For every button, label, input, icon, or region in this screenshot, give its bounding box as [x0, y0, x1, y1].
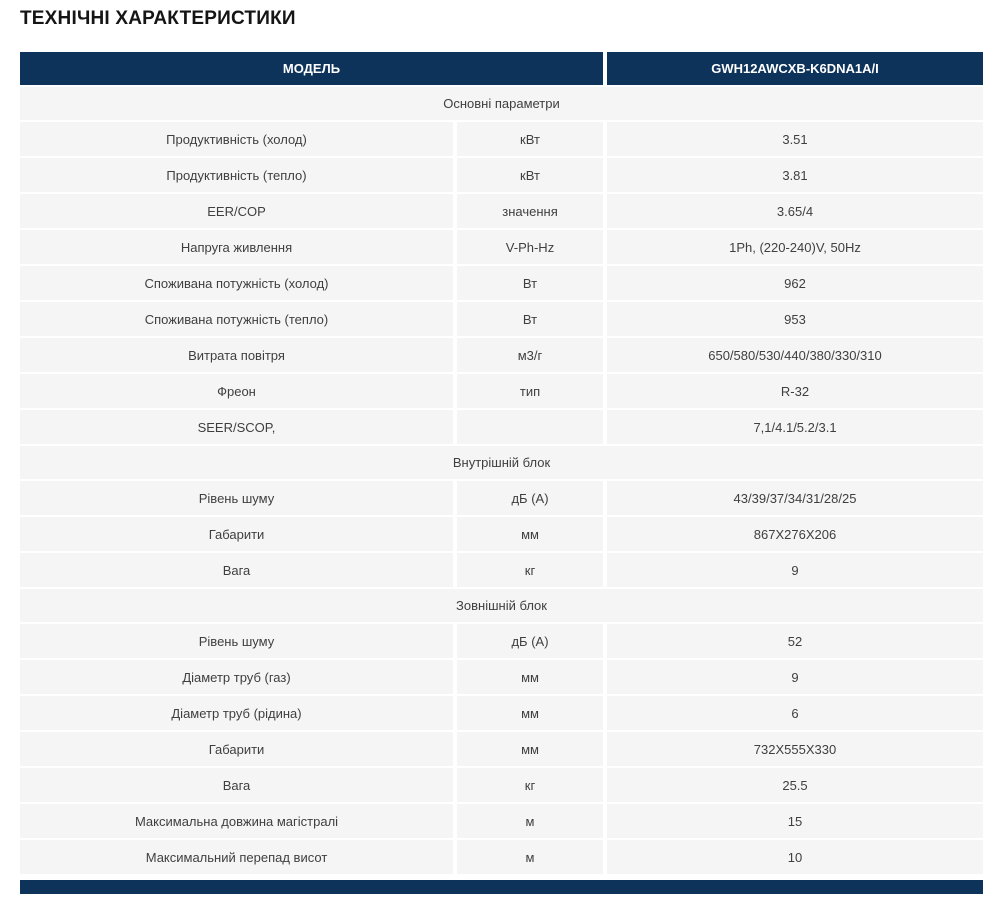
- spec-unit-cell: значення: [457, 194, 603, 228]
- spec-row: SEER/SCOP, 7,1/4.1/5.2/3.1: [20, 410, 983, 444]
- spec-label-cell: Рівень шуму: [20, 481, 453, 515]
- spec-unit-cell: мм: [457, 696, 603, 730]
- spec-unit-cell: тип: [457, 374, 603, 408]
- spec-page: ТЕХНІЧНІ ХАРАКТЕРИСТИКИ МОДЕЛЬ GWH12AWCX…: [20, 0, 983, 894]
- spec-value-cell: R-32: [607, 374, 983, 408]
- spec-label-cell: Габарити: [20, 732, 453, 766]
- section-title-row: Внутрішній блок: [20, 446, 983, 479]
- spec-row: Вага кг 25.5: [20, 768, 983, 802]
- spec-value-cell: 3.51: [607, 122, 983, 156]
- spec-unit-cell: кг: [457, 768, 603, 802]
- spec-label-cell: Продуктивність (тепло): [20, 158, 453, 192]
- spec-label-cell: Рівень шуму: [20, 624, 453, 658]
- spec-unit-cell: [457, 410, 603, 444]
- spec-row: Продуктивність (тепло) кВт 3.81: [20, 158, 983, 192]
- spec-unit-cell: кг: [457, 553, 603, 587]
- spec-label-cell: EER/COP: [20, 194, 453, 228]
- spec-row: Споживана потужність (тепло) Вт 953: [20, 302, 983, 336]
- spec-value-cell: 9: [607, 660, 983, 694]
- spec-row: Рівень шуму дБ (А) 52: [20, 624, 983, 658]
- section-title-row: Основні параметри: [20, 87, 983, 120]
- spec-table: МОДЕЛЬ GWH12AWCXB-K6DNA1A/I Основні пара…: [20, 52, 983, 894]
- spec-label-cell: Споживана потужність (тепло): [20, 302, 453, 336]
- spec-row: Вага кг 9: [20, 553, 983, 587]
- page-title: ТЕХНІЧНІ ХАРАКТЕРИСТИКИ: [20, 8, 296, 29]
- table-body: Основні параметри Продуктивність (холод) к…: [20, 87, 983, 874]
- spec-unit-cell: мм: [457, 660, 603, 694]
- table-footer-bar: [20, 880, 983, 894]
- spec-unit-cell: V-Ph-Hz: [457, 230, 603, 264]
- spec-value-cell: 43/39/37/34/31/28/25: [607, 481, 983, 515]
- spec-value-cell: 650/580/530/440/380/330/310: [607, 338, 983, 372]
- spec-value-cell: 1Ph, (220-240)V, 50Hz: [607, 230, 983, 264]
- spec-row: Рівень шуму дБ (А) 43/39/37/34/31/28/25: [20, 481, 983, 515]
- spec-value-cell: 867X276X206: [607, 517, 983, 551]
- spec-value-cell: 15: [607, 804, 983, 838]
- spec-label-cell: Фреон: [20, 374, 453, 408]
- spec-value-cell: 953: [607, 302, 983, 336]
- spec-value-cell: 9: [607, 553, 983, 587]
- spec-value-cell: 6: [607, 696, 983, 730]
- spec-label-cell: Вага: [20, 768, 453, 802]
- spec-label-cell: Максимальний перепад висот: [20, 840, 453, 874]
- spec-row: Витрата повітря м3/г 650/580/530/440/380/3…: [20, 338, 983, 372]
- spec-label-cell: Габарити: [20, 517, 453, 551]
- spec-label-cell: SEER/SCOP,: [20, 410, 453, 444]
- spec-row: EER/COP значення 3.65/4: [20, 194, 983, 228]
- spec-label-cell: Споживана потужність (холод): [20, 266, 453, 300]
- spec-unit-cell: Вт: [457, 302, 603, 336]
- spec-unit-cell: дБ (А): [457, 624, 603, 658]
- spec-row: Діаметр труб (рідина) мм 6: [20, 696, 983, 730]
- spec-label-cell: Продуктивність (холод): [20, 122, 453, 156]
- spec-value-cell: 732X555X330: [607, 732, 983, 766]
- spec-unit-cell: м: [457, 840, 603, 874]
- spec-value-cell: 25.5: [607, 768, 983, 802]
- spec-unit-cell: кВт: [457, 158, 603, 192]
- spec-label-cell: Діаметр труб (газ): [20, 660, 453, 694]
- spec-value-cell: 10: [607, 840, 983, 874]
- spec-unit-cell: кВт: [457, 122, 603, 156]
- spec-label-cell: Витрата повітря: [20, 338, 453, 372]
- spec-row: Габарити мм 732X555X330: [20, 732, 983, 766]
- spec-unit-cell: мм: [457, 732, 603, 766]
- spec-unit-cell: дБ (А): [457, 481, 603, 515]
- section-title-row: Зовнішній блок: [20, 589, 983, 622]
- spec-value-cell: 7,1/4.1/5.2/3.1: [607, 410, 983, 444]
- spec-label-cell: Максимальна довжина магістралі: [20, 804, 453, 838]
- spec-value-cell: 3.81: [607, 158, 983, 192]
- spec-row: Напруга живлення V-Ph-Hz 1Ph, (220-240)V, …: [20, 230, 983, 264]
- spec-row: Продуктивність (холод) кВт 3.51: [20, 122, 983, 156]
- spec-unit-cell: м3/г: [457, 338, 603, 372]
- spec-label-cell: Напруга живлення: [20, 230, 453, 264]
- spec-label-cell: Вага: [20, 553, 453, 587]
- spec-row: Діаметр труб (газ) мм 9: [20, 660, 983, 694]
- spec-row: Фреон тип R-32: [20, 374, 983, 408]
- spec-row: Максимальний перепад висот м 10: [20, 840, 983, 874]
- spec-label-cell: Діаметр труб (рідина): [20, 696, 453, 730]
- spec-unit-cell: мм: [457, 517, 603, 551]
- table-header-model-value: GWH12AWCXB-K6DNA1A/I: [607, 52, 983, 85]
- spec-row: Максимальна довжина магістралі м 15: [20, 804, 983, 838]
- table-header-row: МОДЕЛЬ GWH12AWCXB-K6DNA1A/I: [20, 52, 983, 85]
- spec-value-cell: 962: [607, 266, 983, 300]
- spec-row: Габарити мм 867X276X206: [20, 517, 983, 551]
- spec-value-cell: 3.65/4: [607, 194, 983, 228]
- spec-value-cell: 52: [607, 624, 983, 658]
- spec-row: Споживана потужність (холод) Вт 962: [20, 266, 983, 300]
- spec-unit-cell: Вт: [457, 266, 603, 300]
- spec-unit-cell: м: [457, 804, 603, 838]
- table-header-model-label: МОДЕЛЬ: [20, 52, 603, 85]
